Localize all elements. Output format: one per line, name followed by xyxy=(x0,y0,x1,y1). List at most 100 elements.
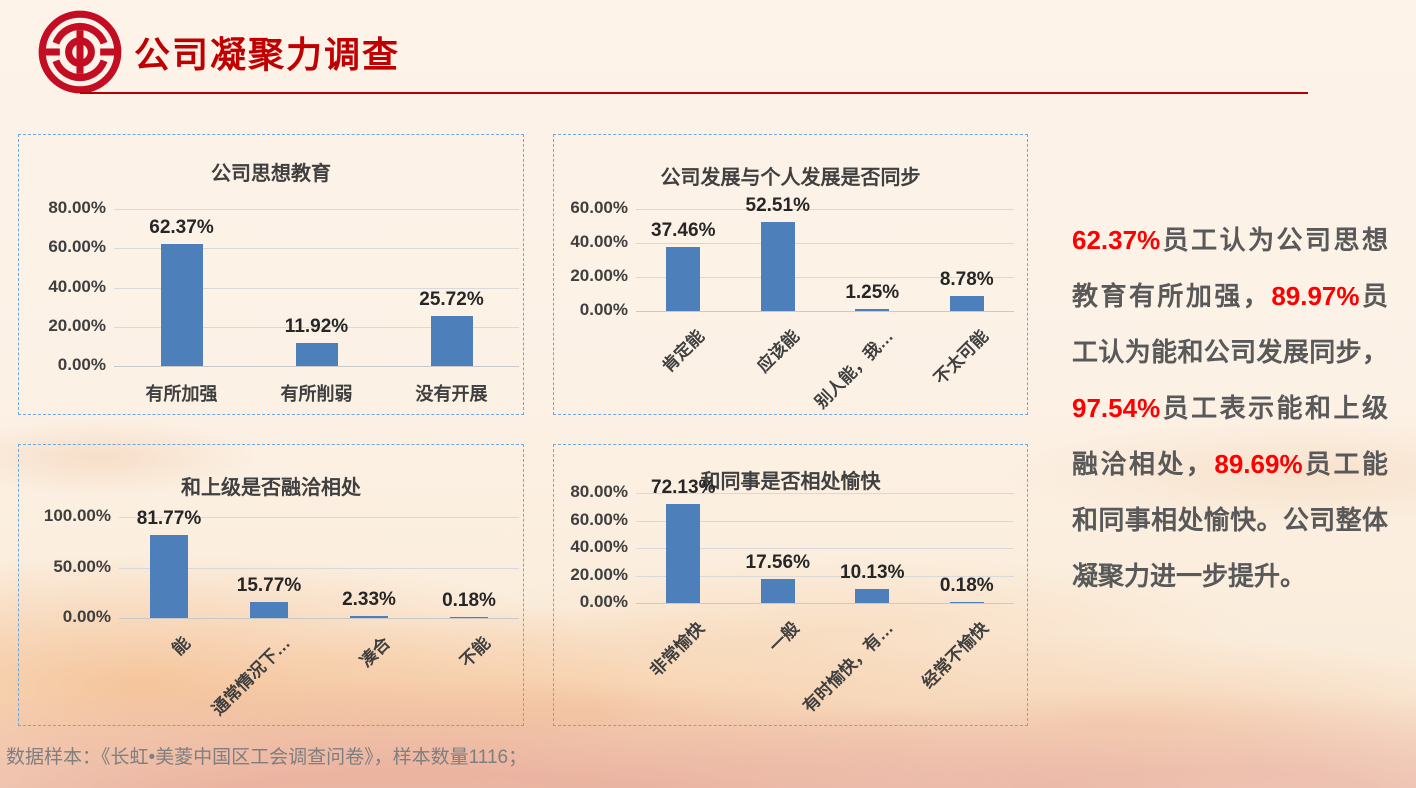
plot-area: 80.00% 60.00% 40.00% 20.00% 0.00% 72.13% 非常愉快 1… xyxy=(554,445,1027,725)
y-axis-tick-label: 60.00% xyxy=(570,509,628,529)
bar xyxy=(949,296,984,311)
x-axis-line xyxy=(114,366,519,367)
y-axis-tick-label: 20.00% xyxy=(48,315,106,335)
x-axis-line xyxy=(636,603,1014,604)
y-axis-tick-label: 80.00% xyxy=(48,198,106,217)
x-category-label: 有所削弱 xyxy=(280,384,353,404)
plot-area: 100.00% 50.00% 0.00% 81.77% 能 15.77% 通常情况下… 2.3… xyxy=(19,445,523,725)
bar-value-label: 8.78% xyxy=(939,269,994,290)
bar-value-label: 37.46% xyxy=(651,220,716,241)
chart-panel-ideology-education: 公司思想教育 80.00% 60.00% 40.00% 20.00% 0.00% 62.3… xyxy=(18,134,524,415)
page-title: 公司凝聚力调查 xyxy=(134,34,401,75)
data-source-note: 数据样本：《长虹•美菱中国区工会调查问卷》，样本数量1116； xyxy=(6,747,528,768)
y-axis-tick-label: 20.00% xyxy=(570,266,628,285)
trade-union-logo-icon xyxy=(38,10,122,94)
bar-value-label: 10.13% xyxy=(840,562,905,583)
bar xyxy=(855,309,890,311)
y-axis-tick-label: 0.00% xyxy=(579,300,628,319)
bar-value-label: 17.56% xyxy=(745,552,810,573)
x-category-label: 有所加强 xyxy=(145,384,218,404)
x-category-label-text: 应该能 xyxy=(753,326,803,377)
bar-value-label: 0.18% xyxy=(939,575,994,596)
bar xyxy=(949,602,984,603)
x-category-label-text: 不能 xyxy=(456,633,494,672)
summary-text: 员工能和同事相处愉快。公司整体凝聚力进一步提升。 xyxy=(1072,449,1388,591)
summary-percentage: 62.37% xyxy=(1072,225,1161,255)
bar-value-label: 72.13% xyxy=(651,477,716,498)
y-axis-tick-label: 40.00% xyxy=(48,276,106,296)
y-axis-tick-label: 0.00% xyxy=(57,355,106,374)
bar xyxy=(295,343,338,366)
bar-value-label: 15.77% xyxy=(236,575,302,596)
summary-text: 员工认为能和公司发展同步， xyxy=(1072,281,1388,367)
y-axis-tick-label: 0.00% xyxy=(579,592,628,611)
y-axis-tick-label: 50.00% xyxy=(53,556,111,576)
gridline xyxy=(114,326,519,328)
bar xyxy=(666,504,701,603)
y-axis-tick-label: 40.00% xyxy=(570,537,628,556)
y-axis-tick-label: 60.00% xyxy=(570,198,628,217)
bar xyxy=(150,535,188,618)
bar-value-label: 25.72% xyxy=(419,289,484,310)
bar-value-label: 62.37% xyxy=(149,217,214,238)
bar xyxy=(760,222,795,311)
plot-area: 80.00% 60.00% 40.00% 20.00% 0.00% 62.37% 有所加强 1… xyxy=(19,135,523,414)
chart-title: 和上级是否融洽相处 xyxy=(181,477,361,499)
gridline xyxy=(636,493,1014,494)
chart-panel-supervisor-relations: 和上级是否融洽相处 100.00% 50.00% 0.00% 81.77% 能 15.77… xyxy=(18,444,524,726)
bar xyxy=(430,316,473,366)
bar-value-label: 0.18% xyxy=(442,590,496,611)
x-category-label-text: 经常不愉快 xyxy=(918,618,992,693)
plot-area: 60.00% 40.00% 20.00% 0.00% 37.46% 肯定能 52.51% 应该… xyxy=(554,135,1027,414)
summary-percentage: 97.54% xyxy=(1072,393,1161,423)
x-category-label-text: 凑合 xyxy=(356,633,394,672)
x-category-label: 没有开展 xyxy=(415,384,488,404)
chart-title: 公司发展与个人发展是否同步 xyxy=(660,167,921,189)
gridline xyxy=(119,517,519,518)
chart-panel-company-personal-sync: 公司发展与个人发展是否同步 60.00% 40.00% 20.00% 0.00% 37.… xyxy=(553,134,1028,415)
y-axis-tick-label: 100.00% xyxy=(43,506,111,525)
bar xyxy=(666,247,701,311)
x-category-label-text: 肯定能 xyxy=(658,326,709,377)
title-underline xyxy=(80,92,1308,94)
x-category-label-text: 通常情况下… xyxy=(208,633,294,720)
y-axis-tick-label: 40.00% xyxy=(570,232,628,251)
y-axis-tick-label: 60.00% xyxy=(48,237,106,257)
summary-text: 员工表示能和上级融洽相处， xyxy=(1072,393,1388,479)
bar xyxy=(350,616,388,618)
x-axis-line xyxy=(119,618,519,619)
y-axis-tick-label: 0.00% xyxy=(62,607,111,626)
bar xyxy=(855,589,890,603)
bar xyxy=(760,579,795,603)
x-category-label-text: 别人能，我… xyxy=(811,326,898,413)
summary-percentage: 89.69% xyxy=(1214,449,1303,479)
chart-panel-coworker-relations: 和同事是否相处愉快 80.00% 60.00% 40.00% 20.00% 0.00% 7… xyxy=(553,444,1028,726)
bar-value-label: 2.33% xyxy=(342,589,396,610)
bar-value-label: 11.92% xyxy=(284,316,349,337)
chart-title: 和同事是否相处愉快 xyxy=(700,471,881,493)
bar xyxy=(160,244,203,366)
x-axis-line xyxy=(636,311,1014,312)
gridline xyxy=(636,548,1014,549)
summary-percentage: 89.97% xyxy=(1271,281,1360,311)
gridline xyxy=(636,575,1014,577)
gridline xyxy=(119,567,519,569)
gridline xyxy=(114,209,519,210)
gridline xyxy=(636,243,1014,244)
bar-value-label: 1.25% xyxy=(845,282,900,303)
bar-value-label: 52.51% xyxy=(745,195,810,216)
gridline xyxy=(636,520,1014,522)
chart-title: 公司思想教育 xyxy=(211,163,331,185)
bar-value-label: 81.77% xyxy=(136,508,202,529)
gridline xyxy=(636,277,1014,278)
summary-text: 员工认为公司思想教育有所加强， xyxy=(1072,225,1388,311)
bar xyxy=(250,602,288,618)
gridline xyxy=(114,248,519,250)
gridline xyxy=(114,287,519,289)
x-category-label-text: 能 xyxy=(168,633,194,659)
x-category-label-text: 一般 xyxy=(765,618,803,657)
x-category-label-text: 非常愉快 xyxy=(646,618,709,681)
bar xyxy=(450,617,488,618)
x-category-label-text: 有时愉快，有… xyxy=(799,618,898,717)
